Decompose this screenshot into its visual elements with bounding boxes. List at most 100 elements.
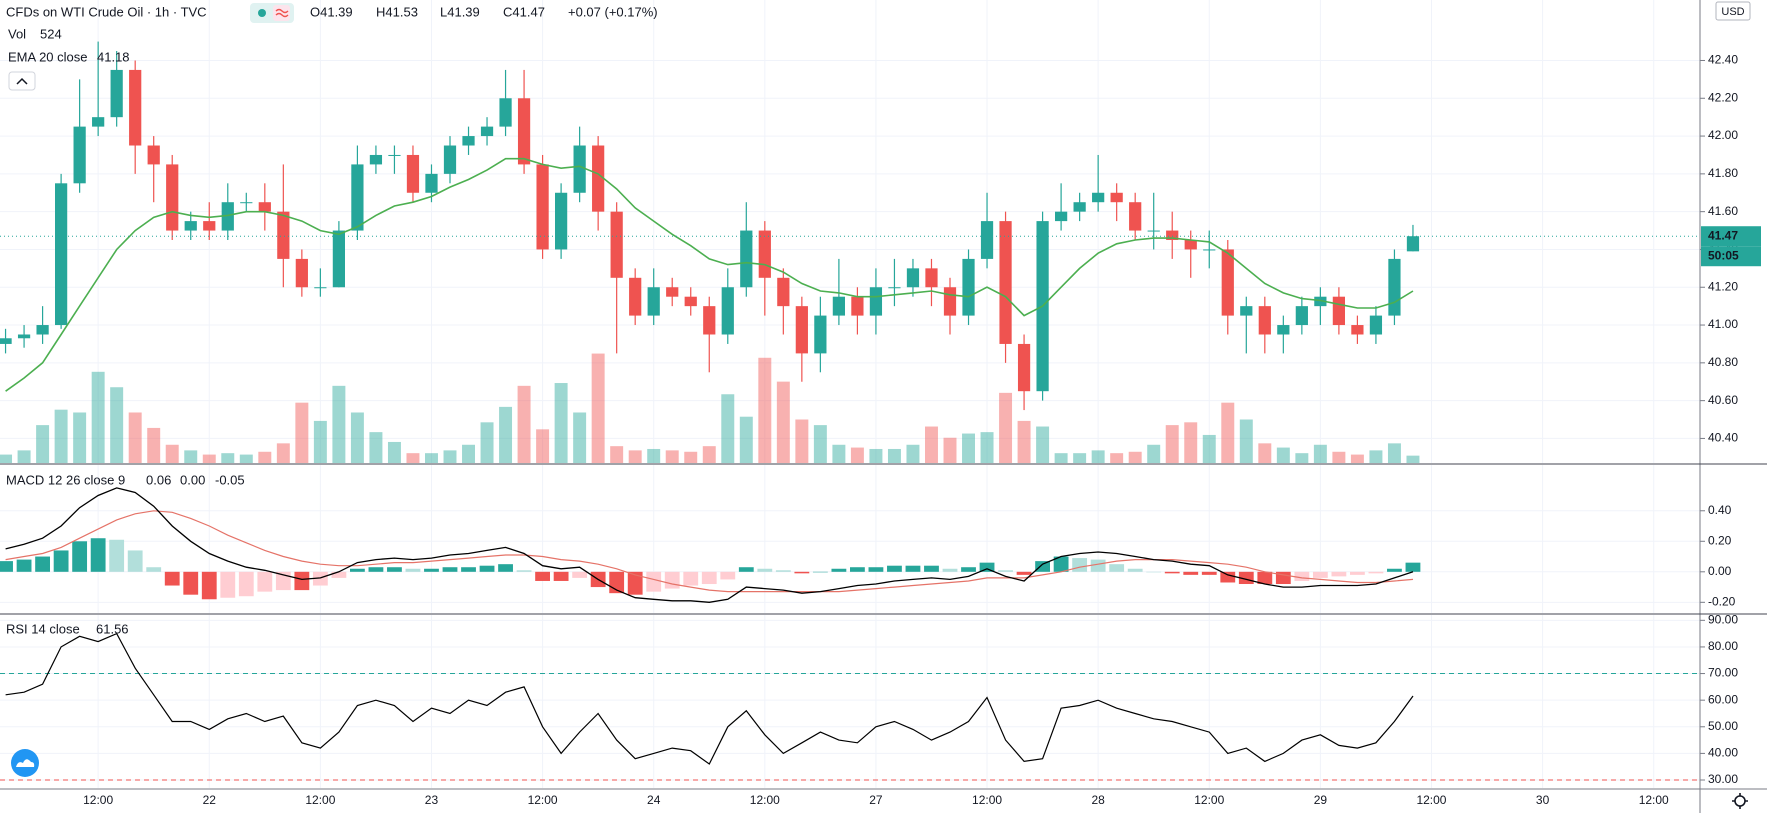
candle-body <box>351 164 364 231</box>
histogram-bar <box>627 571 643 595</box>
candle-body <box>110 69 123 118</box>
volume-bar <box>1258 443 1272 463</box>
volume-bar <box>36 425 50 463</box>
currency-box[interactable] <box>1715 1 1751 21</box>
quote-high: H41.53 <box>376 4 418 19</box>
candle-body <box>388 154 401 156</box>
volume-bar <box>1128 451 1142 463</box>
candle-body <box>610 211 623 278</box>
candle-body <box>499 98 512 127</box>
x-tick-label: 29 <box>1314 793 1328 807</box>
candle-body <box>703 306 716 335</box>
volume-bar <box>1239 419 1253 463</box>
volume-bar <box>1387 443 1401 463</box>
rsi-legend-name: RSI 14 close <box>6 621 80 636</box>
x-tick-label: 22 <box>203 793 217 807</box>
histogram-bar <box>1201 571 1217 575</box>
volume-bar <box>665 450 679 463</box>
candle-body <box>221 202 234 231</box>
y-tick-label: 41.00 <box>1708 317 1738 331</box>
rsi-line <box>5 632 1414 765</box>
currency-label[interactable]: USD <box>1721 6 1744 18</box>
candle-body <box>851 296 864 316</box>
volume-bar <box>202 454 216 463</box>
candle-body <box>1092 192 1105 203</box>
volume-bar <box>554 383 568 463</box>
volume-bar <box>1184 422 1198 463</box>
volume-bar <box>739 416 753 463</box>
candle-body <box>869 287 883 316</box>
histogram-bar <box>127 550 143 572</box>
macd-line <box>5 487 1414 603</box>
logo[interactable] <box>11 749 39 777</box>
candle-body <box>17 334 31 339</box>
volume-bar <box>962 433 975 463</box>
volume-bar <box>999 392 1013 463</box>
candle-body <box>1388 258 1401 316</box>
volume-bar <box>54 409 68 463</box>
y-tick-label: 30.00 <box>1708 772 1738 786</box>
countdown-tag <box>1701 246 1761 267</box>
settings-button[interactable] <box>1732 793 1748 809</box>
volume-bar <box>517 385 531 463</box>
candle-body <box>1240 306 1253 316</box>
toggle-dot[interactable] <box>258 9 266 17</box>
y-tick-label: -0.20 <box>1708 594 1736 608</box>
volume-bar <box>1332 451 1346 463</box>
histogram-bar <box>1257 571 1273 585</box>
x-tick-label: 12:00 <box>83 793 113 807</box>
histogram-bar <box>479 565 495 572</box>
collapse-button[interactable] <box>8 71 36 91</box>
volume-bar <box>147 427 161 463</box>
y-tick-label: 41.20 <box>1708 279 1738 293</box>
volume-bar <box>387 441 401 463</box>
visibility-toggles[interactable] <box>250 3 294 23</box>
candle-body <box>314 287 327 289</box>
x-tick-label: 12:00 <box>1194 793 1224 807</box>
histogram-bar <box>53 550 69 572</box>
candle-body <box>629 277 642 316</box>
candle-body <box>721 287 734 335</box>
candle-body <box>962 258 975 316</box>
candle-body <box>203 221 216 231</box>
candle-body <box>462 136 475 146</box>
candle-body <box>1351 325 1364 335</box>
volume-bar <box>647 448 661 463</box>
histogram-bar <box>312 571 328 586</box>
candle-body <box>1332 296 1345 326</box>
volume-bar <box>869 448 883 463</box>
candle-body <box>906 268 920 288</box>
histogram-bar <box>812 571 828 573</box>
volume-bar <box>980 432 994 463</box>
y-tick-label: 40.00 <box>1708 746 1738 760</box>
histogram-bar <box>1072 558 1088 572</box>
histogram-bar <box>516 570 532 572</box>
toggle-wave[interactable] <box>273 5 290 21</box>
candle-body <box>980 221 994 259</box>
volume-bar <box>943 437 957 463</box>
y-tick-label: 60.00 <box>1708 692 1738 706</box>
candle-body <box>277 211 290 259</box>
candle-body <box>517 98 531 165</box>
histogram-bar <box>1016 571 1032 575</box>
collapse-box[interactable] <box>8 71 36 91</box>
histogram-bar <box>1127 568 1143 572</box>
volume-bar <box>1276 447 1290 463</box>
histogram-bar <box>1368 571 1384 574</box>
y-tick-label: 42.40 <box>1708 53 1738 67</box>
candle-body <box>1203 249 1216 251</box>
legend: CFDs on WTI Crude Oil · 1h · TVC O41.39 … <box>6 1 1751 809</box>
volume-bar <box>1221 402 1235 463</box>
y-tick-label: 50.00 <box>1708 719 1738 733</box>
histogram-bar <box>331 571 347 578</box>
volume-legend-value: 524 <box>40 26 62 41</box>
y-tick-label: 42.00 <box>1708 128 1738 142</box>
histogram-bar <box>979 562 995 572</box>
volume-bar <box>258 451 272 463</box>
candle-body <box>1017 343 1031 392</box>
candle-body <box>1221 249 1234 316</box>
histogram-bar <box>1109 564 1125 572</box>
histogram-bar <box>461 567 476 572</box>
volume-bar <box>684 451 698 463</box>
candle-body <box>1184 240 1197 250</box>
